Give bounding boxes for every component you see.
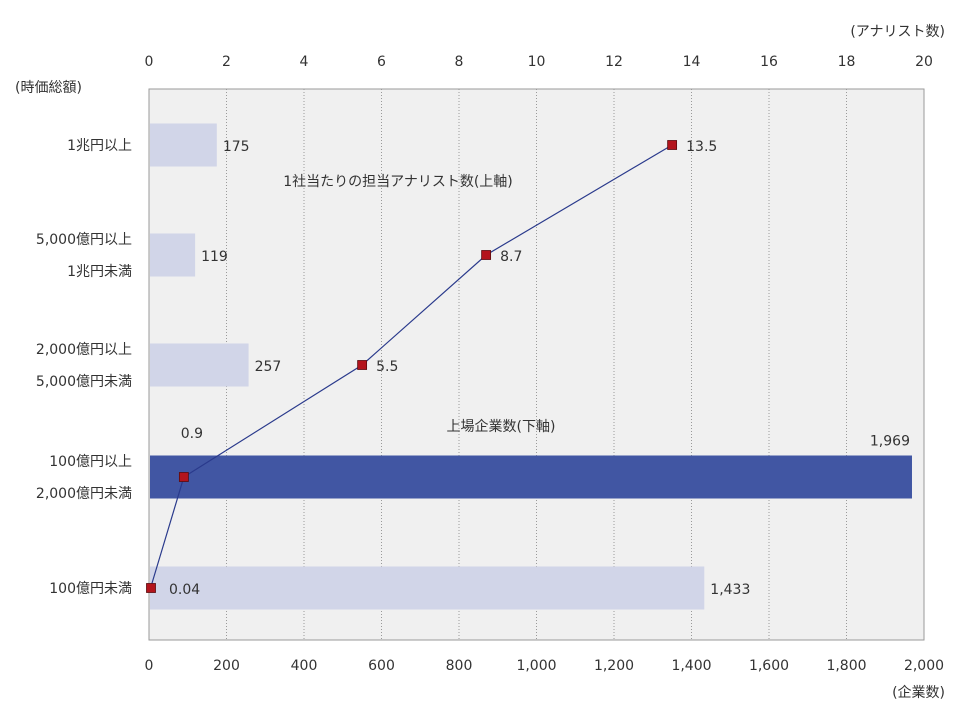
gridlines <box>226 89 847 640</box>
bottom-axis-ticks: 0 200 400 600 800 1,000 1,200 1,400 1,600 1,800 2,… <box>145 658 945 674</box>
bar-value-label: 1,969 <box>870 434 910 450</box>
bar <box>150 343 249 387</box>
top-tick-label: 0 <box>145 54 154 70</box>
line-point <box>146 583 156 593</box>
top-tick-label: 2 <box>222 54 231 70</box>
line-value-label: 0.9 <box>181 426 203 442</box>
top-tick-label: 12 <box>605 54 623 70</box>
bar <box>150 566 705 610</box>
top-tick-label: 20 <box>915 54 933 70</box>
top-axis-ticks: 0 2 4 6 8 10 12 14 16 18 20 <box>145 54 933 70</box>
category-label: 100億円未満 <box>49 581 132 597</box>
line-value-label: 0.04 <box>169 582 200 598</box>
bar-value-label: 257 <box>255 359 282 375</box>
top-tick-label: 14 <box>683 54 701 70</box>
analyst-line <box>146 140 678 593</box>
top-axis-unit: (アナリスト数) <box>850 24 945 40</box>
bar-labels: 175 119 257 1,969 1,433 <box>201 139 910 598</box>
bottom-tick-label: 1,600 <box>749 658 789 674</box>
line-value-label: 13.5 <box>686 139 717 155</box>
line-labels: 13.5 8.7 5.5 0.9 0.04 <box>169 139 717 598</box>
bottom-tick-label: 600 <box>368 658 395 674</box>
bottom-tick-label: 2,000 <box>904 658 944 674</box>
bars <box>150 123 912 610</box>
category-labels: 1兆円以上 5,000億円以上 1兆円未満 2,000億円以上 5,000億円未満 100… <box>36 138 132 597</box>
bar-value-label: 175 <box>223 139 250 155</box>
bottom-tick-label: 1,800 <box>826 658 866 674</box>
bar-value-label: 1,433 <box>710 582 750 598</box>
bar-series-label: 上場企業数(下軸) <box>447 418 556 435</box>
bottom-tick-label: 400 <box>291 658 318 674</box>
top-tick-label: 6 <box>377 54 386 70</box>
category-label: 5,000億円以上 <box>36 232 132 248</box>
bottom-tick-label: 0 <box>145 658 154 674</box>
line-point <box>357 360 368 370</box>
top-tick-label: 4 <box>300 54 309 70</box>
bottom-tick-label: 1,400 <box>671 658 711 674</box>
line-point <box>481 250 492 260</box>
category-label: 1兆円未満 <box>67 264 132 280</box>
top-tick-label: 18 <box>838 54 856 70</box>
category-label: 5,000億円未満 <box>36 374 132 390</box>
category-label: 2,000億円以上 <box>36 342 132 358</box>
bar <box>150 233 196 277</box>
bottom-tick-label: 1,000 <box>516 658 556 674</box>
bar-value-label: 119 <box>201 249 228 265</box>
bar <box>150 123 217 167</box>
bar <box>150 455 912 499</box>
line-series-label: 1社当たりの担当アナリスト数(上軸) <box>283 174 513 190</box>
line-value-label: 5.5 <box>376 359 398 375</box>
category-label: 100億円以上 <box>49 454 132 470</box>
category-label: 1兆円以上 <box>67 138 132 154</box>
bottom-axis-unit: (企業数) <box>892 684 945 701</box>
y-axis-label: (時価総額) <box>15 80 82 96</box>
top-tick-label: 10 <box>528 54 546 70</box>
top-tick-label: 16 <box>760 54 778 70</box>
line-point <box>667 140 678 150</box>
top-tick-label: 8 <box>455 54 464 70</box>
category-label: 2,000億円未満 <box>36 486 132 502</box>
bottom-tick-label: 200 <box>213 658 240 674</box>
bottom-tick-label: 800 <box>446 658 473 674</box>
line-point <box>178 472 189 482</box>
bottom-tick-label: 1,200 <box>594 658 634 674</box>
line-value-label: 8.7 <box>500 249 522 265</box>
